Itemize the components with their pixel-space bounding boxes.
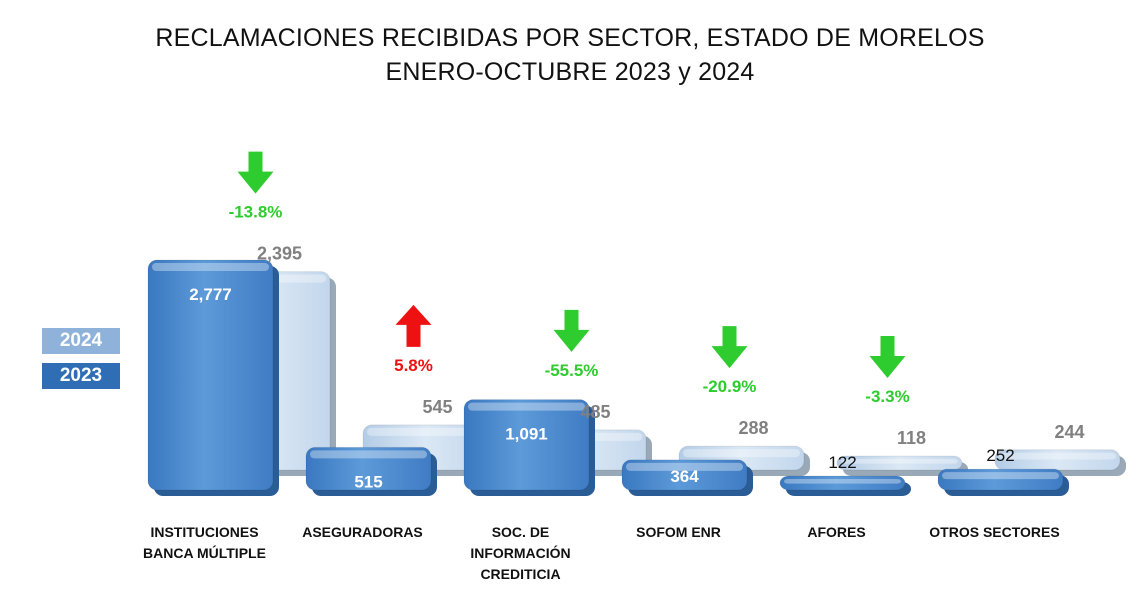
bar-2023-5 xyxy=(937,468,1069,496)
category-label-3-0: SOFOM ENR xyxy=(636,524,721,540)
category-label-1-0: ASEGURADORAS xyxy=(302,524,423,540)
change-arrow-2 xyxy=(553,309,590,352)
value-label-2023-4: 122 xyxy=(828,453,856,472)
chart-subtitle: ENERO-OCTUBRE 2023 y 2024 xyxy=(385,58,755,86)
category-label-5-0: OTROS SECTORES xyxy=(929,524,1059,540)
change-label-4: -3.3% xyxy=(865,387,909,406)
change-arrow-3 xyxy=(711,326,748,369)
category-label-2-2: CREDITICIA xyxy=(480,566,560,582)
change-label-1: 5.8% xyxy=(394,356,433,375)
category-label-2-0: SOC. DE xyxy=(492,524,550,540)
legend-2023: 2023 xyxy=(42,363,120,389)
legend-2024: 2024 xyxy=(42,328,120,354)
value-label-2023-5: 252 xyxy=(986,446,1014,465)
bar-2024-4 xyxy=(836,455,968,476)
value-label-2024-1: 545 xyxy=(422,397,452,417)
category-label-2-1: INFORMACIÓN xyxy=(470,544,570,561)
value-label-2023-1: 515 xyxy=(354,472,382,491)
change-arrow-1 xyxy=(395,304,432,347)
chart-title: RECLAMACIONES RECIBIDAS POR SECTOR, ESTA… xyxy=(155,24,985,52)
value-label-2024-0: 2,395 xyxy=(257,244,302,264)
change-label-0: -13.8% xyxy=(229,203,283,222)
bar-2023-2 xyxy=(463,399,595,496)
value-label-2024-4: 118 xyxy=(897,428,926,448)
category-label-4-0: AFORES xyxy=(807,524,865,540)
value-label-2024-2: 485 xyxy=(580,402,610,422)
value-label-2023-3: 364 xyxy=(670,467,699,486)
change-label-3: -20.9% xyxy=(703,377,757,396)
change-label-2: -55.5% xyxy=(545,361,599,380)
bar-2023-1 xyxy=(305,446,437,496)
change-arrow-0 xyxy=(237,151,274,194)
value-label-2023-0: 2,777 xyxy=(189,285,232,304)
category-label-0-0: INSTITUCIONES xyxy=(150,524,258,540)
bar-2023-3 xyxy=(621,459,753,496)
value-label-2024-3: 288 xyxy=(738,418,768,438)
bar-2023-0 xyxy=(147,259,279,496)
category-label-0-1: BANCA MÚLTIPLE xyxy=(143,544,266,561)
change-arrow-4 xyxy=(869,336,906,378)
value-label-2024-5: 244 xyxy=(1054,422,1084,442)
value-label-2023-2: 1,091 xyxy=(505,425,548,444)
bar-2023-4 xyxy=(779,475,911,496)
